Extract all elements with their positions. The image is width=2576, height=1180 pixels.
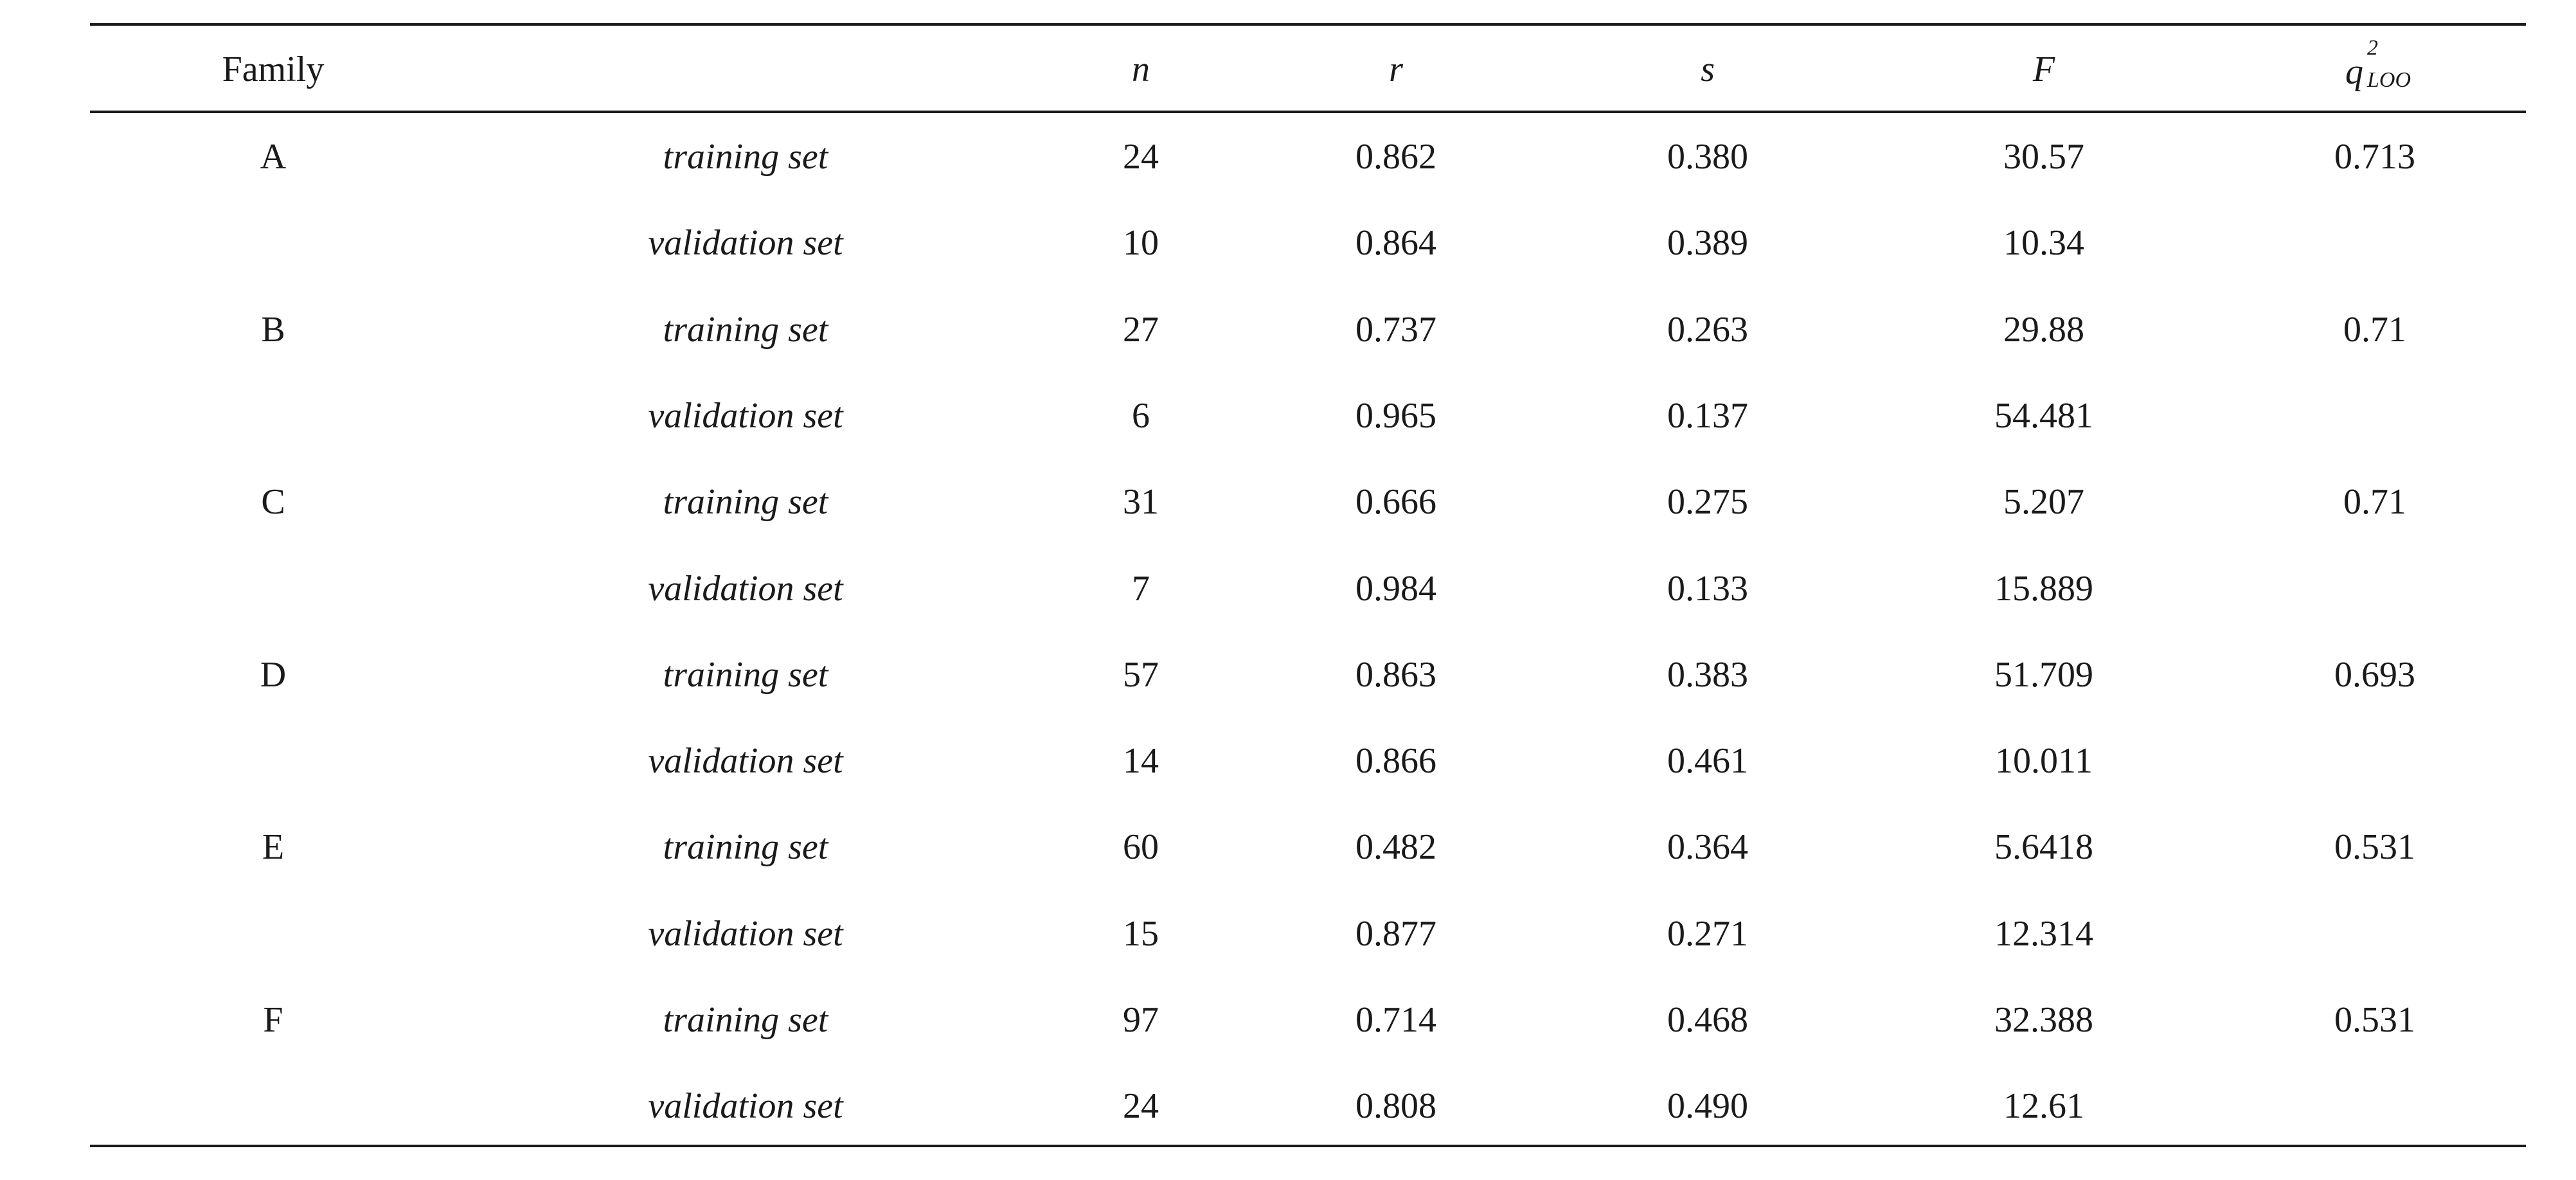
cell-family: C — [261, 482, 285, 522]
cell-F: 29.88 — [2003, 310, 2084, 350]
cell-set: training set — [663, 137, 828, 177]
cell-q2-loo: 0.71 — [2343, 482, 2406, 522]
cell-set: validation set — [648, 1086, 843, 1126]
cell-s: 0.275 — [1667, 482, 1748, 522]
cell-F: 5.207 — [2003, 482, 2084, 522]
table-bottom-rule — [90, 1145, 2526, 1147]
cell-s: 0.468 — [1667, 1000, 1748, 1040]
cell-r: 0.866 — [1355, 741, 1436, 781]
header-family: Family — [222, 49, 325, 89]
cell-F: 5.6418 — [1994, 827, 2093, 867]
table-header-rule — [90, 111, 2526, 113]
cell-F: 10.011 — [1995, 741, 2093, 781]
cell-n: 14 — [1123, 741, 1159, 781]
cell-set: validation set — [648, 223, 843, 263]
cell-set: training set — [663, 482, 828, 522]
cell-family: B — [261, 310, 285, 350]
cell-n: 6 — [1132, 396, 1150, 436]
cell-F: 32.388 — [1994, 1000, 2093, 1040]
cell-r: 0.863 — [1355, 655, 1436, 695]
header-q-sup: 2 — [2367, 36, 2378, 60]
cell-n: 10 — [1123, 223, 1159, 263]
cell-q2-loo: 0.531 — [2334, 827, 2415, 867]
cell-set: training set — [663, 1000, 828, 1040]
cell-r: 0.482 — [1355, 827, 1436, 867]
cell-q2-loo: 0.693 — [2334, 655, 2415, 695]
cell-F: 15.889 — [1994, 569, 2093, 609]
header-q-main: q — [2345, 52, 2363, 92]
table-top-rule — [90, 23, 2526, 26]
cell-r: 0.808 — [1355, 1086, 1436, 1126]
cell-set: training set — [663, 310, 828, 350]
cell-r: 0.984 — [1355, 569, 1436, 609]
cell-family: F — [263, 1000, 283, 1040]
cell-n: 7 — [1132, 569, 1150, 609]
cell-F: 10.34 — [2003, 223, 2084, 263]
cell-n: 60 — [1123, 827, 1159, 867]
cell-q2-loo: 0.71 — [2343, 310, 2406, 350]
cell-n: 24 — [1123, 1086, 1159, 1126]
cell-r: 0.862 — [1355, 137, 1436, 177]
header-q-sub: LOO — [2367, 68, 2411, 92]
cell-family: A — [260, 137, 287, 177]
cell-s: 0.263 — [1667, 310, 1748, 350]
header-n: n — [1132, 49, 1150, 89]
cell-s: 0.389 — [1667, 223, 1748, 263]
cell-set: validation set — [648, 396, 843, 436]
cell-set: validation set — [648, 569, 843, 609]
cell-s: 0.380 — [1667, 137, 1748, 177]
cell-q2-loo: 0.713 — [2334, 137, 2415, 177]
cell-n: 57 — [1123, 655, 1159, 695]
cell-family: D — [260, 655, 287, 695]
cell-r: 0.877 — [1355, 914, 1436, 954]
cell-s: 0.461 — [1667, 741, 1748, 781]
cell-F: 12.61 — [2003, 1086, 2084, 1126]
cell-r: 0.666 — [1355, 482, 1436, 522]
cell-s: 0.383 — [1667, 655, 1748, 695]
cell-F: 51.709 — [1994, 655, 2093, 695]
cell-F: 54.481 — [1994, 396, 2093, 436]
cell-set: validation set — [648, 914, 843, 954]
header-s: s — [1701, 49, 1715, 89]
cell-n: 97 — [1123, 1000, 1159, 1040]
cell-n: 27 — [1123, 310, 1159, 350]
cell-n: 24 — [1123, 137, 1159, 177]
cell-r: 0.965 — [1355, 396, 1436, 436]
cell-r: 0.864 — [1355, 223, 1436, 263]
cell-set: training set — [663, 655, 828, 695]
cell-n: 31 — [1123, 482, 1159, 522]
cell-s: 0.490 — [1667, 1086, 1748, 1126]
cell-r: 0.737 — [1355, 310, 1436, 350]
header-q2-loo: q 2 LOO — [2345, 37, 2411, 92]
cell-family: E — [262, 827, 285, 867]
cell-s: 0.271 — [1667, 914, 1748, 954]
header-r: r — [1389, 49, 1403, 89]
cell-q2-loo: 0.531 — [2334, 1000, 2415, 1040]
cell-set: validation set — [648, 741, 843, 781]
cell-s: 0.364 — [1667, 827, 1748, 867]
cell-F: 30.57 — [2003, 137, 2084, 177]
cell-s: 0.133 — [1667, 569, 1748, 609]
cell-n: 15 — [1123, 914, 1159, 954]
cell-set: training set — [663, 827, 828, 867]
header-F: F — [2032, 49, 2055, 89]
cell-F: 12.314 — [1994, 914, 2093, 954]
cell-s: 0.137 — [1667, 396, 1748, 436]
cell-r: 0.714 — [1355, 1000, 1436, 1040]
